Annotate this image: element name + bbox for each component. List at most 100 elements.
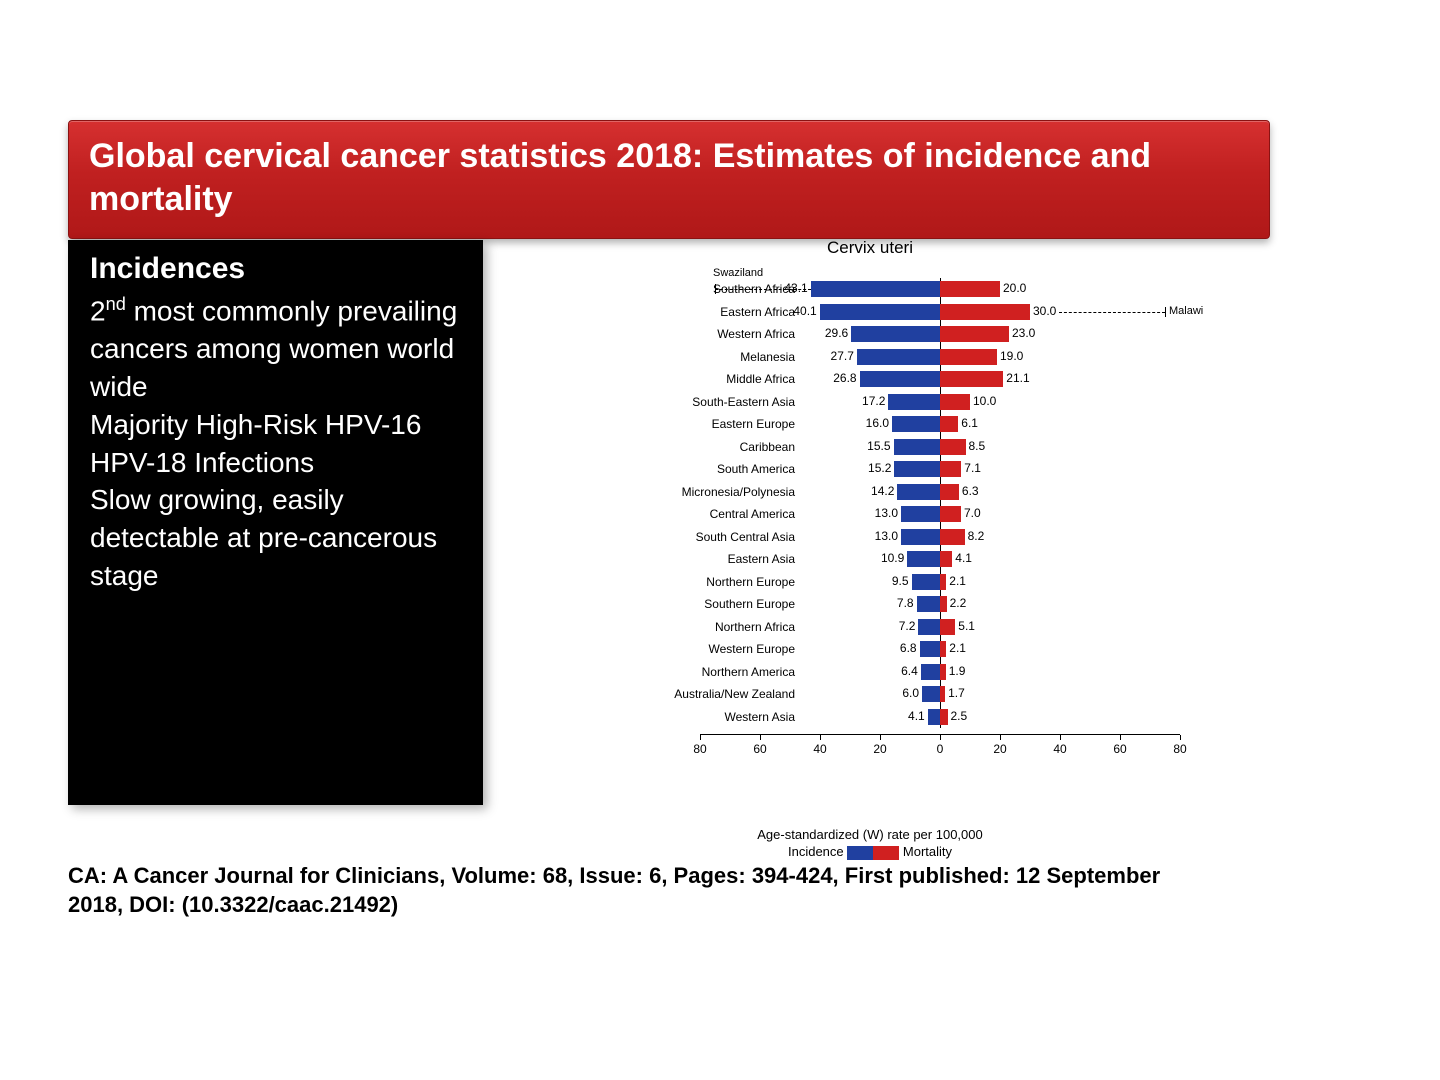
region-label: Melanesia [545, 346, 795, 369]
incidence-value: 15.5 [867, 439, 890, 453]
chart-legend: Incidence Mortality [540, 844, 1200, 860]
incidence-bar [860, 371, 940, 387]
x-tick [1000, 735, 1001, 740]
mortality-bar [940, 619, 955, 635]
region-label: Eastern Africa [545, 301, 795, 324]
mortality-bar [940, 641, 946, 657]
incidence-bar [907, 551, 940, 567]
incidence-bar [921, 664, 940, 680]
incidence-value: 13.0 [875, 529, 898, 543]
incidence-value: 27.7 [831, 349, 854, 363]
mortality-value: 6.3 [962, 484, 979, 498]
bar-row: Southern Europe 7.8 2.2 [540, 593, 1200, 616]
x-tick-label: 20 [993, 742, 1006, 756]
incidence-value: 6.0 [902, 686, 919, 700]
mortality-value: 4.1 [955, 551, 972, 565]
incidence-bar [918, 619, 940, 635]
incidence-bar [897, 484, 940, 500]
mortality-bar [940, 439, 966, 455]
bar-row: Caribbean 15.5 8.5 [540, 436, 1200, 459]
region-label: Northern Africa [545, 616, 795, 639]
bar-row: South-Eastern Asia17.210.0 [540, 391, 1200, 414]
bar-row: Southern Africa43.120.0 [540, 278, 1200, 301]
mortality-bar [940, 371, 1003, 387]
mortality-bar [940, 686, 945, 702]
bar-row: South Central Asia13.08.2 [540, 526, 1200, 549]
mortality-bar [940, 664, 946, 680]
incidence-value: 7.8 [897, 596, 914, 610]
mortality-bar [940, 281, 1000, 297]
mortality-value: 21.1 [1006, 371, 1029, 385]
citation-text: CA: A Cancer Journal for Clinicians, Vol… [68, 862, 1178, 919]
bar-row: Western Asia4.12.5 [540, 706, 1200, 729]
mortality-bar [940, 709, 948, 725]
legend-mortality-label: Mortality [903, 844, 952, 859]
region-label: Micronesia/Polynesia [545, 481, 795, 504]
mortality-bar [940, 506, 961, 522]
incidence-value: 26.8 [833, 371, 856, 385]
bars-container: Southern Africa43.120.0Eastern Africa40.… [540, 278, 1200, 728]
incidence-value: 9.5 [892, 574, 909, 588]
chart-title: Cervix uteri [540, 238, 1200, 258]
region-label: Western Asia [545, 706, 795, 729]
incidence-value: 40.1 [793, 304, 816, 318]
bar-row: Northern Africa7.25.1 [540, 616, 1200, 639]
x-tick [940, 735, 941, 740]
region-label: Northern Europe [545, 571, 795, 594]
mortality-bar [940, 596, 947, 612]
incidence-value: 43.1 [784, 281, 807, 295]
mortality-value: 19.0 [1000, 349, 1023, 363]
bar-row: Western Africa29.623.0 [540, 323, 1200, 346]
cervix-uteri-chart: Cervix uteri 80604020020406080Southern A… [540, 238, 1200, 838]
legend-incidence-swatch [847, 846, 873, 860]
mortality-value: 5.1 [958, 619, 975, 633]
incidence-value: 15.2 [868, 461, 891, 475]
x-tick [1180, 735, 1181, 740]
annotation-leader [715, 289, 811, 290]
mortality-value: 8.5 [969, 439, 986, 453]
mortality-value: 2.1 [949, 641, 966, 655]
x-tick [880, 735, 881, 740]
mortality-value: 30.0 [1033, 304, 1056, 318]
annotation-endcap [715, 284, 716, 294]
bar-row: Northern Europe 9.5 2.1 [540, 571, 1200, 594]
incidence-bar [920, 641, 940, 657]
incidence-bar [928, 709, 940, 725]
annotation-label: Swaziland [713, 267, 763, 279]
incidence-bar [917, 596, 940, 612]
region-label: Western Europe [545, 638, 795, 661]
incidence-bar [857, 349, 940, 365]
bar-row: Central America13.07.0 [540, 503, 1200, 526]
mortality-bar [940, 326, 1009, 342]
mortality-bar [940, 551, 952, 567]
mortality-bar [940, 484, 959, 500]
incidence-bar [851, 326, 940, 342]
bar-row: Micronesia/Polynesia14.26.3 [540, 481, 1200, 504]
incidence-bar [888, 394, 940, 410]
mortality-bar [940, 304, 1030, 320]
region-label: Southern Europe [545, 593, 795, 616]
mortality-value: 2.2 [950, 596, 967, 610]
mortality-bar [940, 416, 958, 432]
mortality-value: 7.1 [964, 461, 981, 475]
incidence-value: 6.4 [901, 664, 918, 678]
incidence-bar [901, 506, 940, 522]
mortality-value: 6.1 [961, 416, 978, 430]
mortality-bar [940, 349, 997, 365]
x-tick-label: 60 [1113, 742, 1126, 756]
x-tick-label: 0 [937, 742, 944, 756]
x-tick [760, 735, 761, 740]
incidences-textbox: Incidences 2nd most commonly prevailing … [68, 240, 483, 805]
mortality-value: 1.7 [948, 686, 965, 700]
region-label: Australia/New Zealand [545, 683, 795, 706]
region-label: Caribbean [545, 436, 795, 459]
mortality-value: 7.0 [964, 506, 981, 520]
region-label: Central America [545, 503, 795, 526]
mortality-bar [940, 461, 961, 477]
incidence-value: 29.6 [825, 326, 848, 340]
incidence-bar [820, 304, 940, 320]
bar-row: Western Europe6.82.1 [540, 638, 1200, 661]
mortality-value: 2.1 [949, 574, 966, 588]
mortality-value: 23.0 [1012, 326, 1035, 340]
x-tick-label: 80 [1173, 742, 1186, 756]
